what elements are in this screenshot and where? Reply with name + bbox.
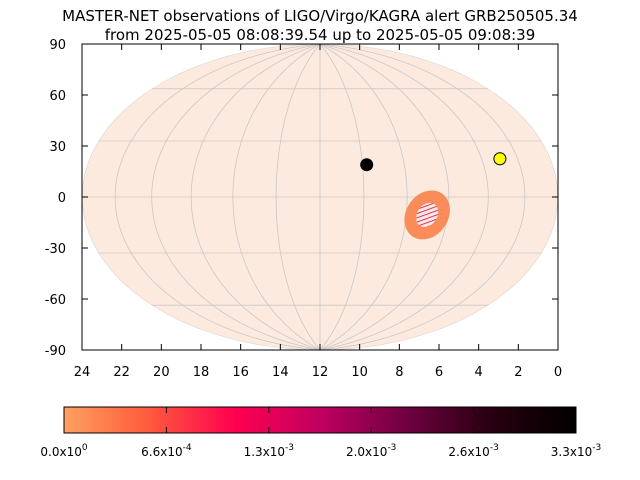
marker-point-2 xyxy=(493,152,507,166)
x-tick-label: 8 xyxy=(395,365,403,380)
colorbar-tick-label: 3.3x10-3 xyxy=(551,443,601,459)
probability-region-core xyxy=(416,202,439,228)
chart-title-line-1: MASTER-NET observations of LIGO/Virgo/KA… xyxy=(62,7,578,25)
x-tick-label: 18 xyxy=(193,365,210,380)
x-tick-label: 4 xyxy=(475,365,483,380)
colorbar-tick-label: 0.0x100 xyxy=(40,443,87,459)
markers xyxy=(360,152,507,172)
y-tick-label: 60 xyxy=(49,89,66,104)
x-axis: 24 22 20 18 16 14 12 10 8 6 4 2 0 xyxy=(74,44,562,380)
y-tick-label: 30 xyxy=(49,140,66,155)
colorbar-tick-label: 6.6x10-4 xyxy=(141,443,192,459)
grid xyxy=(82,44,558,350)
x-tick-label: 14 xyxy=(272,365,289,380)
x-tick-label: 10 xyxy=(351,365,368,380)
x-tick-label: 22 xyxy=(113,365,130,380)
y-tick-label: 90 xyxy=(49,38,66,53)
meridian-line xyxy=(319,44,558,350)
meridian-line xyxy=(82,44,321,350)
marker-point-1 xyxy=(360,158,374,172)
probability-region xyxy=(404,190,450,240)
y-tick-label: -60 xyxy=(45,293,66,308)
colorbar-tick-label: 2.6x10-3 xyxy=(448,443,498,459)
x-tick-label: 6 xyxy=(435,365,443,380)
x-tick-label: 0 xyxy=(554,365,562,380)
colorbar-ticks: 0.0x100 6.6x10-4 1.3x10-3 2.0x10-3 2.6x10-3 3… xyxy=(40,407,601,459)
colorbar-tick-label: 1.3x10-3 xyxy=(244,443,294,459)
colorbar-tick-label: 2.0x10-3 xyxy=(346,443,396,459)
x-tick-label: 20 xyxy=(153,365,170,380)
colorbar-gradient xyxy=(63,406,577,434)
x-tick-label: 16 xyxy=(232,365,249,380)
x-tick-label: 2 xyxy=(514,365,522,380)
x-tick-label: 24 xyxy=(74,365,91,380)
y-tick-label: 0 xyxy=(58,191,66,206)
colorbar: 0.0x100 6.6x10-4 1.3x10-3 2.0x10-3 2.6x10-3 3… xyxy=(40,406,601,459)
x-tick-label: 12 xyxy=(312,365,329,380)
plot-area xyxy=(82,44,558,350)
y-tick-label: -90 xyxy=(45,344,66,359)
y-axis: 90 60 30 0 -30 -60 -90 xyxy=(45,38,558,359)
y-tick-label: -30 xyxy=(45,242,66,257)
chart-title-line-2: from 2025-05-05 08:08:39.54 up to 2025-0… xyxy=(105,26,536,44)
